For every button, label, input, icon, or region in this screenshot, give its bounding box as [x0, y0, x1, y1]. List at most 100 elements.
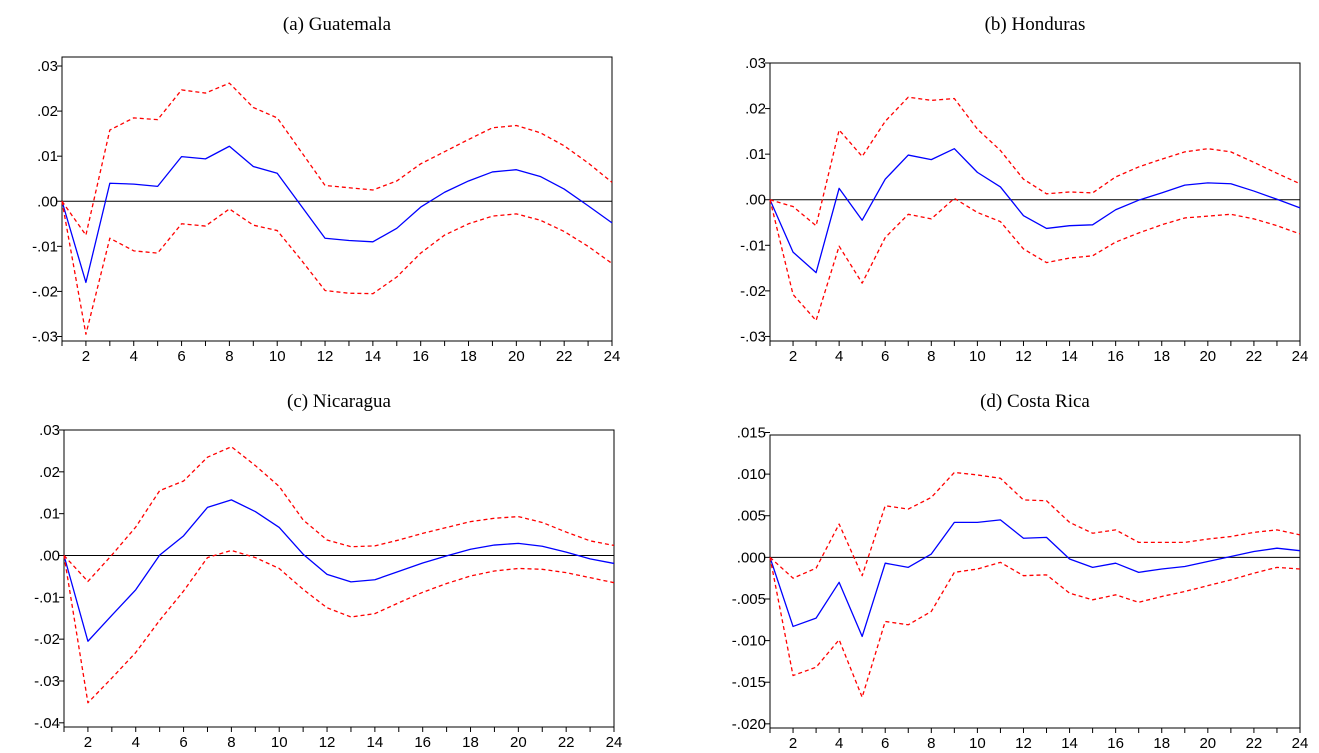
x-tick-label: 14 — [1061, 348, 1078, 365]
x-tick-label: 8 — [225, 348, 233, 365]
response-line — [769, 148, 1301, 274]
upper-band-line — [61, 82, 613, 236]
y-tick-label: .02 — [37, 103, 58, 120]
y-tick-label: -.02 — [32, 283, 58, 300]
y-tick-label: .03 — [745, 55, 766, 72]
y-tick-label: -.03 — [32, 328, 58, 345]
lower-band-line — [769, 197, 1301, 322]
upper-band-line — [63, 446, 615, 583]
x-tick-label: 8 — [927, 348, 935, 365]
x-tick-label: 20 — [1199, 348, 1216, 365]
y-tick-label: -.03 — [34, 673, 60, 690]
y-tick-label: .000 — [737, 549, 766, 566]
y-tick-label: .02 — [39, 464, 60, 481]
x-tick-label: 2 — [789, 735, 797, 752]
y-tick-label: -.04 — [34, 715, 60, 732]
upper-band-line — [769, 471, 1301, 579]
x-tick-label: 4 — [130, 348, 138, 365]
x-tick-label: 18 — [1153, 348, 1170, 365]
y-tick-label: -.015 — [732, 674, 766, 691]
x-tick-label: 6 — [881, 735, 889, 752]
x-tick-label: 24 — [1292, 735, 1309, 752]
y-tick-label: -.02 — [740, 283, 766, 300]
x-tick-label: 16 — [1107, 348, 1124, 365]
x-tick-label: 2 — [789, 348, 797, 365]
x-tick-label: 14 — [365, 348, 382, 365]
y-tick-label: -.005 — [732, 591, 766, 608]
plot-frame — [769, 434, 1301, 729]
x-tick-label: 10 — [969, 735, 986, 752]
x-tick-label: 6 — [179, 734, 187, 751]
lower-band-line — [63, 549, 615, 704]
y-tick-label: .03 — [39, 422, 60, 439]
x-tick-label: 10 — [269, 348, 286, 365]
y-tick-label: .010 — [737, 466, 766, 483]
y-tick-label: .01 — [37, 148, 58, 165]
x-tick-label: 22 — [558, 734, 575, 751]
y-tick-label: .01 — [39, 506, 60, 523]
x-tick-label: 22 — [1246, 348, 1263, 365]
y-tick-label: .02 — [745, 101, 766, 118]
chart-title: (a) Guatemala — [283, 14, 392, 35]
x-tick-label: 18 — [1153, 735, 1170, 752]
x-tick-label: 8 — [227, 734, 235, 751]
x-tick-label: 18 — [460, 348, 477, 365]
x-tick-label: 22 — [1246, 735, 1263, 752]
y-tick-label: .03 — [37, 58, 58, 75]
y-tick-label: -.03 — [740, 328, 766, 345]
x-tick-label: 12 — [319, 734, 336, 751]
y-tick-label: -.02 — [34, 631, 60, 648]
chart-panel-2: (b) Honduras-.03-.02-.01.00.01.02.032 4 6 8… — [740, 14, 1308, 365]
y-tick-label: -.010 — [732, 633, 766, 650]
response-line — [61, 145, 613, 284]
chart-title: (d) Costa Rica — [980, 391, 1090, 412]
y-tick-label: -.01 — [740, 237, 766, 254]
x-tick-label: 14 — [1061, 735, 1078, 752]
x-tick-label: 20 — [1199, 735, 1216, 752]
upper-band-line — [769, 96, 1301, 227]
x-tick-label: 24 — [1292, 348, 1309, 365]
x-tick-label: 12 — [1015, 735, 1032, 752]
chart-panel-4: (d) Costa Rica -.020 -.015 -.010 -.005 .000 .0… — [732, 391, 1309, 752]
x-tick-label: 2 — [82, 348, 90, 365]
x-tick-label: 10 — [271, 734, 288, 751]
y-tick-label: -.01 — [32, 238, 58, 255]
x-tick-label: 12 — [317, 348, 334, 365]
x-tick-label: 16 — [414, 734, 431, 751]
chart-panel-3: (c) Nicaragua -.04 -.03 -.02 -.01 .00 .01 .02 .0… — [34, 391, 622, 751]
x-tick-label: 20 — [510, 734, 527, 751]
x-tick-label: 24 — [604, 348, 621, 365]
x-tick-label: 4 — [835, 735, 843, 752]
y-tick-label: .00 — [745, 192, 766, 209]
x-tick-label: 24 — [606, 734, 623, 751]
chart-title: (c) Nicaragua — [287, 391, 391, 412]
x-tick-label: 20 — [508, 348, 525, 365]
x-tick-label: 4 — [132, 734, 140, 751]
x-tick-label: 18 — [462, 734, 479, 751]
y-tick-label: -.020 — [732, 716, 766, 733]
y-tick-label: .01 — [745, 146, 766, 163]
chart-title: (b) Honduras — [985, 14, 1086, 35]
y-tick-label: .00 — [37, 193, 58, 210]
x-tick-label: 6 — [177, 348, 185, 365]
lower-band-line — [61, 201, 613, 335]
y-tick-label: .00 — [39, 547, 60, 564]
x-tick-label: 16 — [1107, 735, 1124, 752]
x-tick-label: 14 — [367, 734, 384, 751]
lower-band-line — [769, 557, 1301, 698]
x-tick-label: 4 — [835, 348, 843, 365]
x-tick-label: 6 — [881, 348, 889, 365]
x-tick-label: 2 — [84, 734, 92, 751]
x-tick-label: 16 — [412, 348, 429, 365]
plot-frame — [63, 429, 615, 728]
response-line — [769, 519, 1301, 638]
plot-frame — [61, 56, 613, 342]
x-tick-label: 10 — [969, 348, 986, 365]
x-tick-label: 12 — [1015, 348, 1032, 365]
chart-panel-1: (a) Guatemala-.03-.02-.01.00.01.02.032 4 6… — [32, 14, 620, 365]
response-line — [63, 499, 615, 642]
x-tick-label: 22 — [556, 348, 573, 365]
y-tick-label: .015 — [737, 425, 766, 442]
y-tick-label: -.01 — [34, 589, 60, 606]
